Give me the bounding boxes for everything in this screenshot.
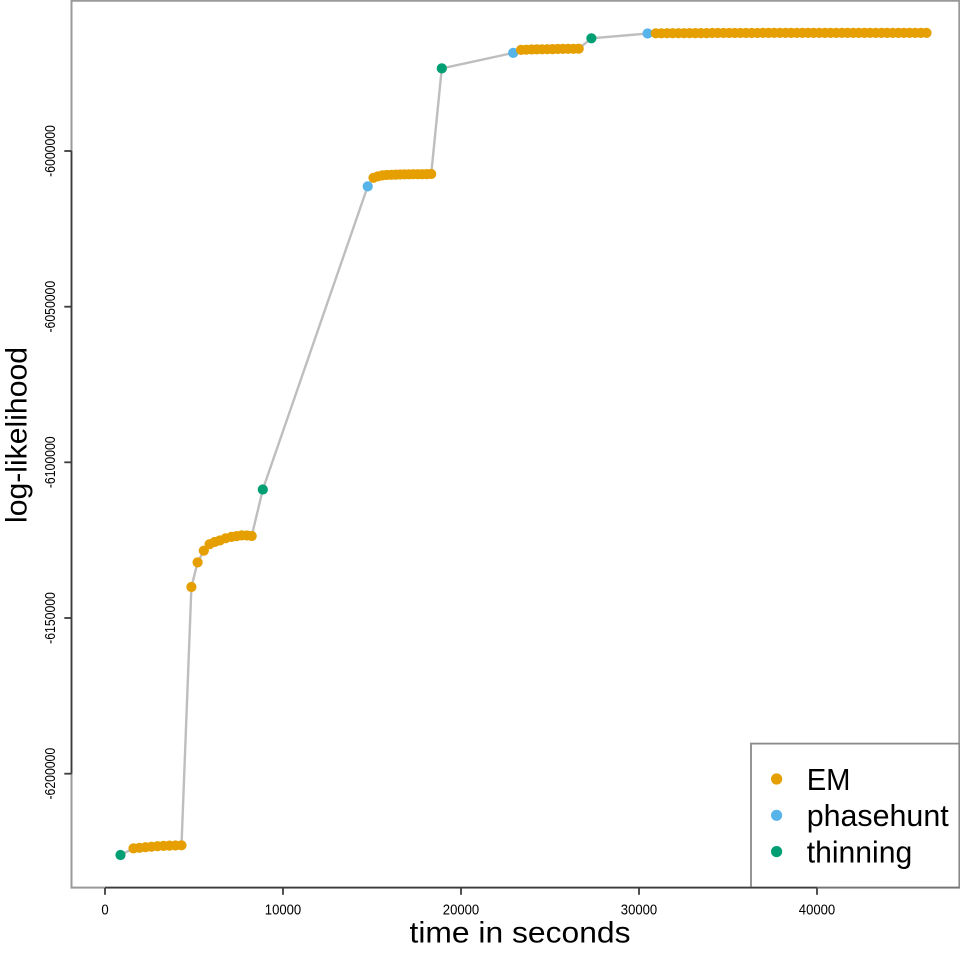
svg-text:time in seconds: time in seconds: [410, 916, 631, 949]
svg-text:-6150000: -6150000: [42, 592, 59, 644]
svg-text:-6100000: -6100000: [42, 436, 59, 488]
svg-text:0: 0: [101, 902, 108, 919]
svg-text:30000: 30000: [621, 902, 657, 919]
svg-text:-6000000: -6000000: [42, 125, 59, 177]
svg-text:20000: 20000: [443, 902, 479, 919]
svg-text:-6050000: -6050000: [42, 281, 59, 333]
svg-text:40000: 40000: [799, 902, 835, 919]
svg-text:phasehunt: phasehunt: [807, 799, 950, 833]
svg-text:10000: 10000: [265, 902, 301, 919]
svg-text:thinning: thinning: [807, 836, 913, 870]
svg-text:-6200000: -6200000: [42, 748, 59, 800]
svg-text:EM: EM: [807, 763, 851, 797]
svg-text:log-likelihood: log-likelihood: [1, 347, 34, 523]
